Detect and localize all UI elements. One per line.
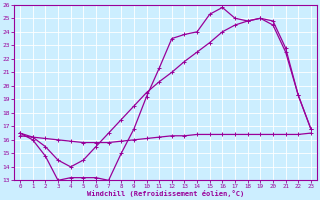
X-axis label: Windchill (Refroidissement éolien,°C): Windchill (Refroidissement éolien,°C) [87, 190, 244, 197]
